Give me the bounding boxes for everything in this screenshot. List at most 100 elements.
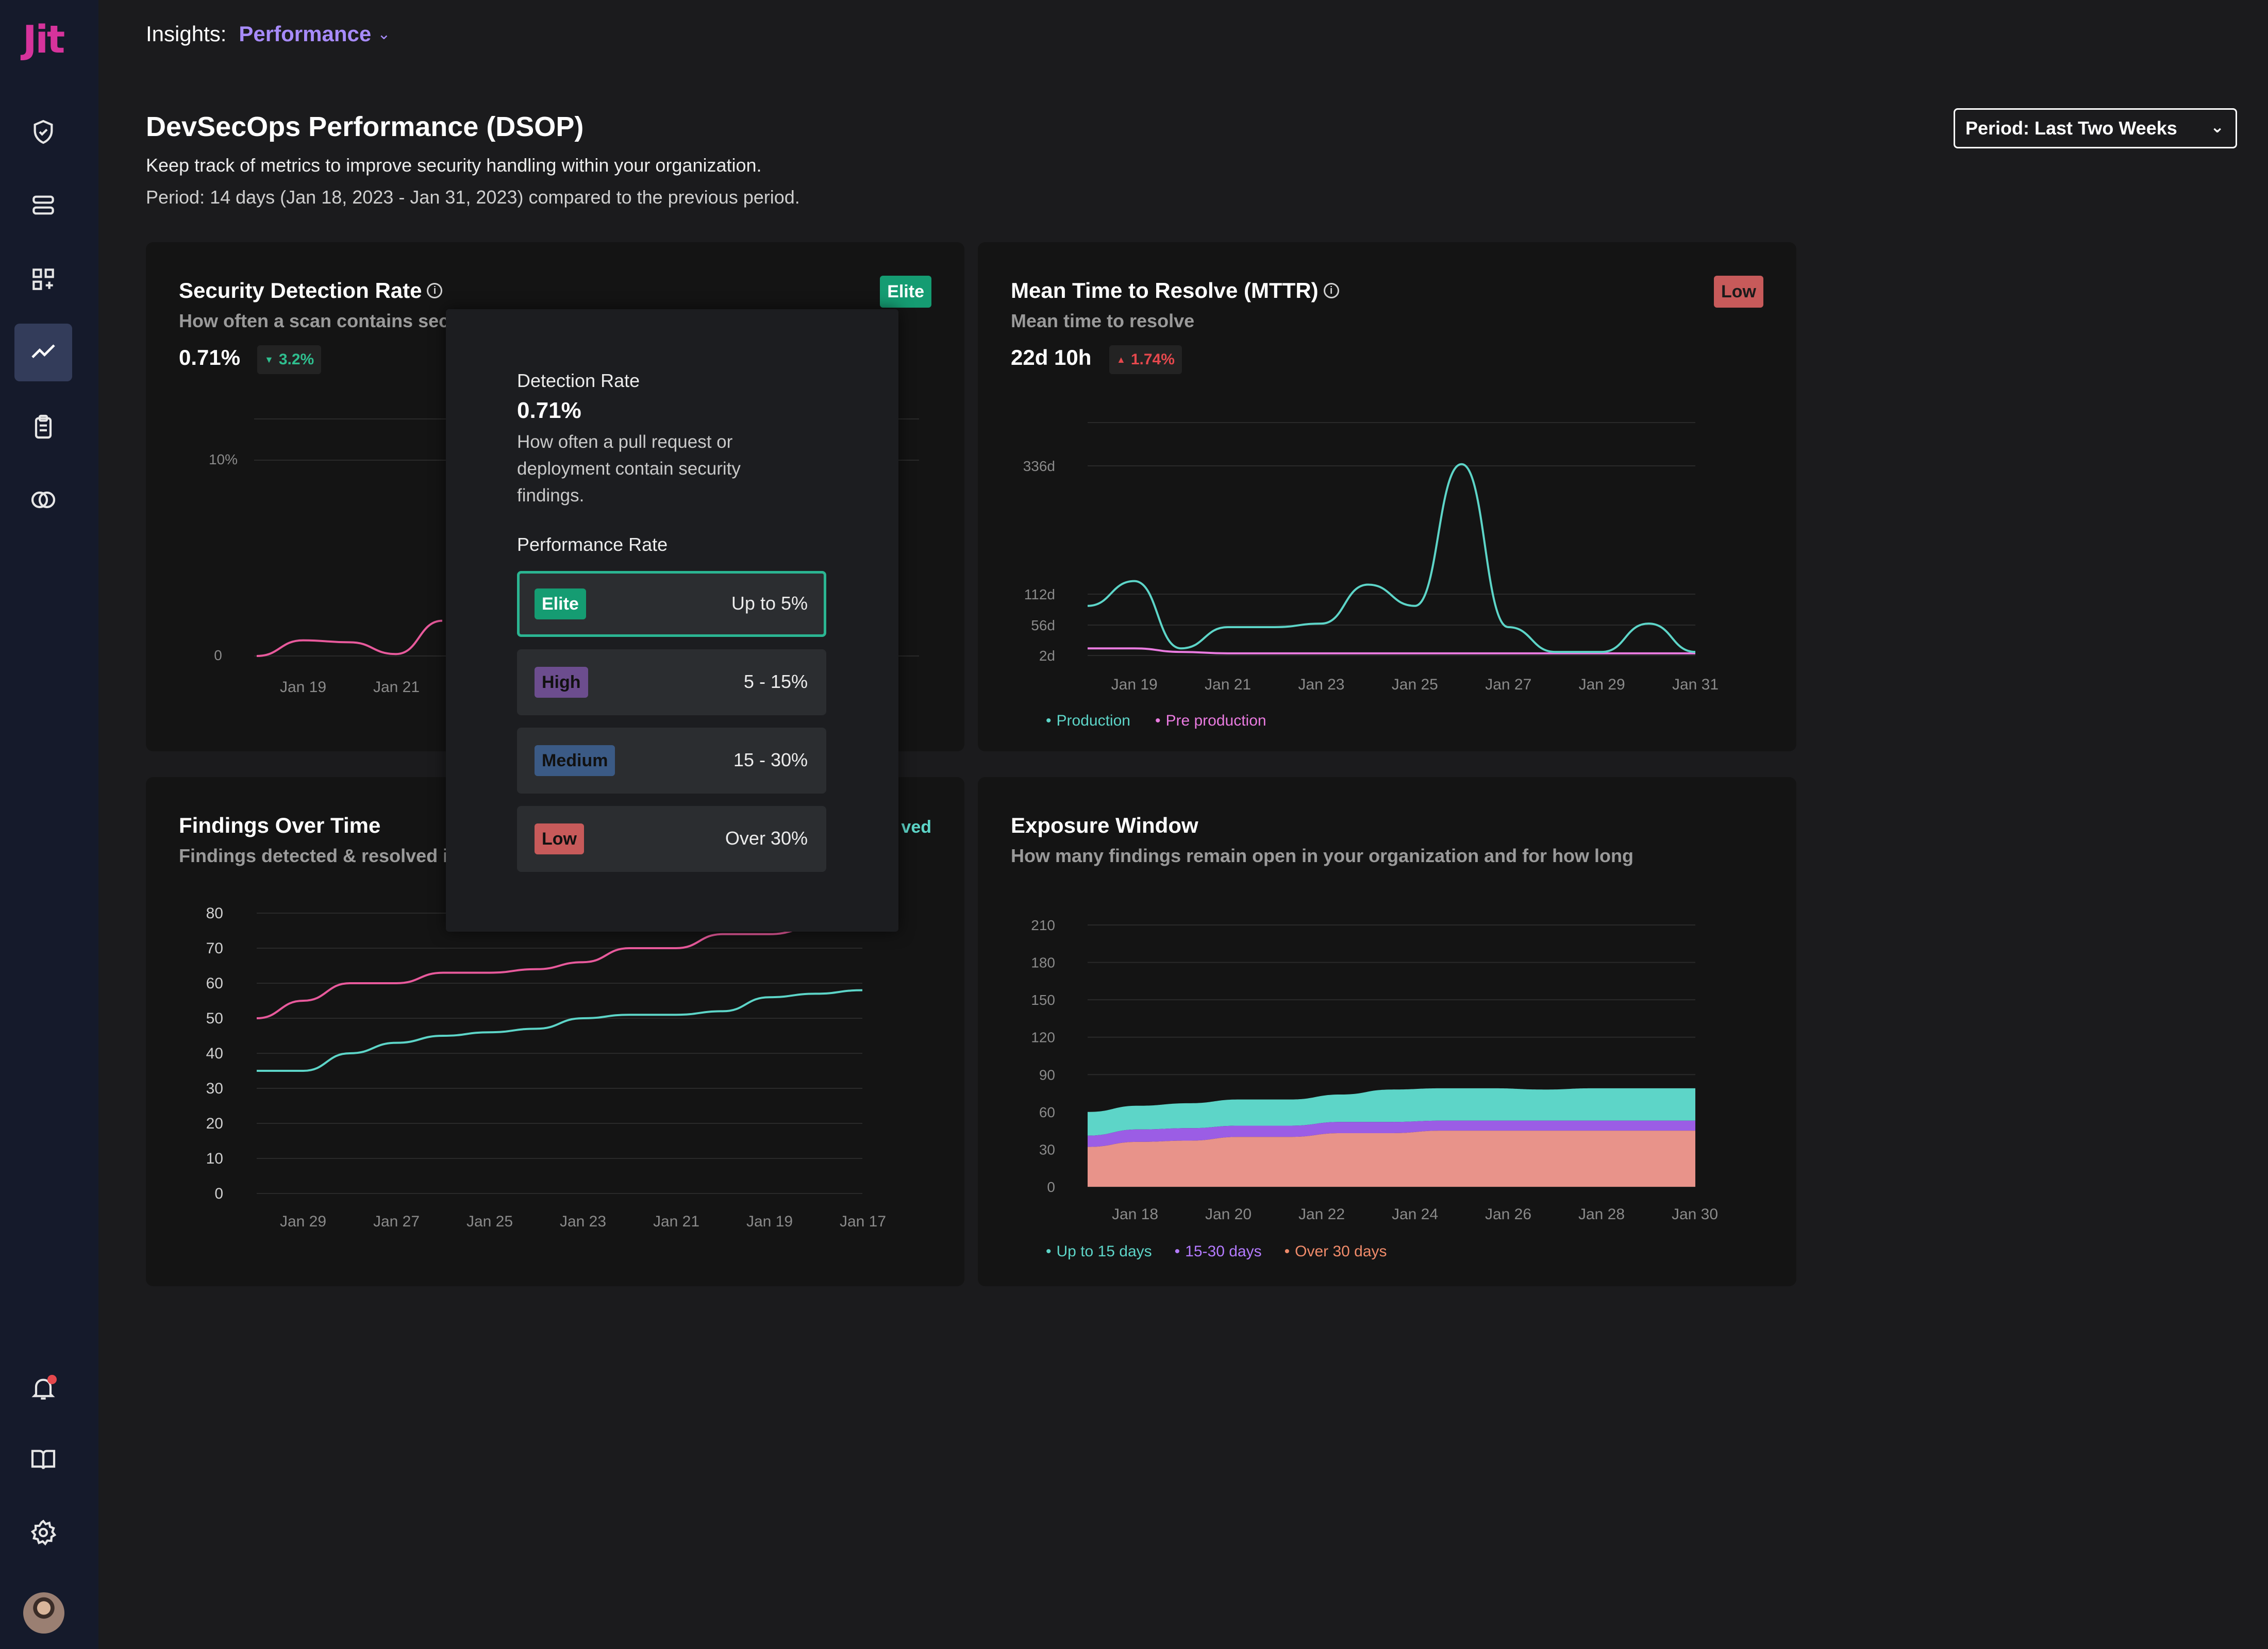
delta-value: 1.74% [1130,351,1175,368]
x-tick-label: Jan 22 [1298,1206,1345,1223]
y-tick-label: 90 [1039,1067,1055,1083]
chevron-down-icon[interactable]: ⌄ [377,25,391,43]
rate-row-elite[interactable]: Elite Up to 5% [517,571,826,637]
arrow-up-icon: ▲ [1116,354,1126,365]
legend-item-production[interactable]: Production [1046,712,1130,730]
info-icon[interactable]: i [1323,283,1339,298]
jit-logo[interactable]: Jit [23,18,65,62]
rate-row-medium[interactable]: Medium 15 - 30% [517,728,826,794]
legend-item-pre-production[interactable]: Pre production [1155,712,1266,730]
arrow-down-icon: ▼ [264,354,274,365]
tooltip-title: Detection Rate [517,370,640,391]
insights-label: Insights: [146,22,227,46]
chart-legend: Up to 15 days 15-30 days Over 30 days [1046,1243,1387,1260]
y-tick-label: 2d [1039,648,1055,664]
rate-row-high[interactable]: High 5 - 15% [517,649,826,715]
x-tick-label: Jan 19 [746,1213,793,1230]
x-tick-label: Jan 25 [1392,676,1438,693]
card-exposure-window: Exposure Window How many findings remain… [978,777,1796,1286]
y-tick-label: 60 [1039,1104,1055,1120]
area-15-30-days [1088,1120,1695,1147]
nav-docs[interactable] [14,1431,72,1488]
card-metric: 22d 10h [1011,345,1092,369]
shield-check-icon [34,120,53,144]
gear-icon [30,1519,57,1546]
legend-item-over-30-days[interactable]: Over 30 days [1285,1243,1387,1260]
stack-icon [32,195,54,215]
card-title: Findings Over Time [179,813,381,837]
x-tick-label: Jan 29 [280,1213,326,1230]
card-title-text: Security Detection Rate [179,278,422,302]
x-tick-label: Jan 31 [1672,676,1719,693]
series-line-resolved [257,989,863,1072]
rate-badge: High [535,667,588,698]
x-tick-label: Jan 27 [373,1213,420,1230]
delta-value: 3.2% [278,351,314,368]
y-tick-label: 50 [206,1010,223,1027]
info-icon[interactable]: i [427,283,443,298]
x-tick-label: Jan 21 [373,679,420,696]
x-tick-label: Jan 29 [1579,676,1625,693]
performance-badge: Low [1714,276,1763,308]
findings-chart: 0 10 20 30 40 50 60 70 80 Jan 29 Jan 27 Jan 25 Jan … [206,905,886,1230]
card-subtitle: Mean time to resolve [1011,310,1195,331]
card-subtitle: How many findings remain open in your or… [1011,845,1634,866]
nav-tasks[interactable] [14,398,72,456]
grid-plus-icon [32,268,54,290]
rate-range: Up to 5% [731,593,808,614]
y-tick-label: 112d [1024,586,1055,602]
x-tick-label: Jan 19 [280,679,326,696]
card-subtitle: How often a scan contains sec [179,310,449,331]
rate-row-low[interactable]: Low Over 30% [517,806,826,872]
y-tick-label: 20 [206,1115,223,1132]
bell-icon [31,1378,55,1400]
series-line-detected [256,926,816,1019]
insights-header: Insights: Performance ⌄ [146,22,390,46]
y-tick-label: 70 [206,940,223,957]
x-tick-label: Jan 20 [1205,1206,1252,1223]
nav-settings[interactable] [14,1504,72,1561]
y-tick-label: 150 [1031,992,1055,1008]
period-select-value: Period: Last Two Weeks [1965,117,2177,139]
y-tick-label: 10% [209,451,238,467]
clipboard-icon [35,414,52,439]
delta-badge: ▼ 3.2% [257,345,322,374]
x-tick-label: Jan 30 [1672,1206,1718,1223]
nav-backlog[interactable] [14,176,72,234]
x-tick-label: Jan 25 [466,1213,513,1230]
tooltip-section-title: Performance Rate [517,534,668,555]
mttr-chart: 2d 56d 112d 336d Jan 19 Jan 21 Jan 23 Jan 25 Ja… [1023,422,1719,693]
legend-fragment: ved [901,817,931,837]
insights-dropdown[interactable]: Performance [239,22,372,46]
rate-range: Over 30% [725,828,808,849]
avatar[interactable] [23,1592,64,1634]
y-tick-label: 60 [206,975,223,992]
rate-badge: Medium [535,745,615,776]
period-select[interactable]: Period: Last Two Weeks ⌄ [1954,108,2237,148]
nav-pipelines[interactable] [14,471,72,529]
legend-item-15-30-days[interactable]: 15-30 days [1175,1243,1261,1260]
area-over-30-days [1088,1131,1695,1187]
page-subtitle: Keep track of metrics to improve securit… [146,155,762,176]
nav-security-plans[interactable] [14,103,72,161]
x-tick-label: Jan 23 [1298,676,1344,693]
y-tick-label: 120 [1031,1030,1055,1046]
x-tick-label: Jan 19 [1111,676,1158,693]
y-tick-label: 30 [206,1080,223,1097]
nav-notifications[interactable] [14,1359,72,1417]
detection-rate-tooltip: Detection Rate 0.71% How often a pull re… [446,309,898,932]
notification-dot [47,1375,57,1384]
legend-item-up-to-15-days[interactable]: Up to 15 days [1046,1243,1152,1260]
y-tick-label: 0 [1047,1179,1055,1195]
nav-insights[interactable] [14,324,72,381]
tooltip-description: How often a pull request or deployment c… [517,432,741,506]
sidebar: Jit [0,0,98,1649]
card-title: Mean Time to Resolve (MTTR) i [1011,278,1339,303]
card-metric: 0.71% [179,345,241,369]
area-up-to-15-days [1088,1088,1695,1136]
x-tick-label: Jan 23 [560,1213,606,1230]
y-tick-label: 210 [1031,917,1055,933]
page-period-text: Period: 14 days (Jan 18, 2023 - Jan 31, … [146,187,800,208]
y-tick-label: 80 [206,905,223,922]
nav-integrations[interactable] [14,250,72,308]
